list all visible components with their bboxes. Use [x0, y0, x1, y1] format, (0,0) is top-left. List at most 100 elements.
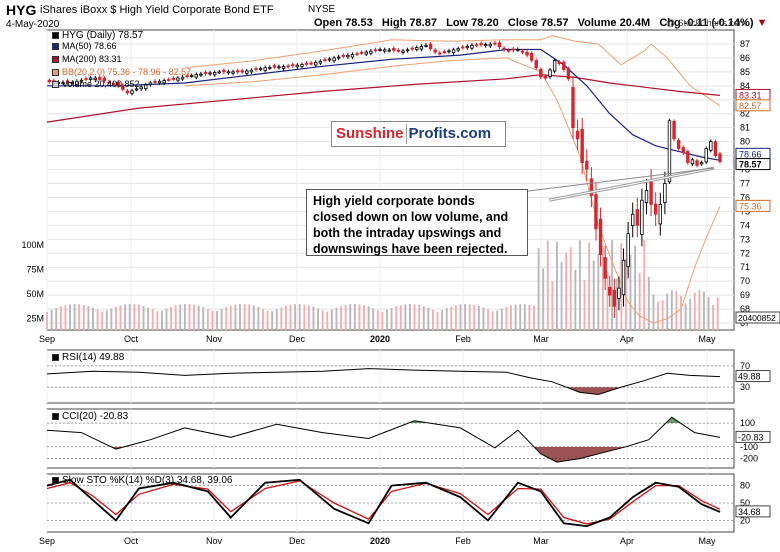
indicator-fill-negative	[111, 446, 626, 463]
price-tick-label: 70	[740, 276, 750, 286]
volume-bar	[427, 307, 430, 330]
candle-body	[575, 130, 580, 140]
volume-bar	[69, 304, 71, 330]
volume-bar	[680, 295, 682, 330]
candle-body	[594, 194, 598, 230]
volume-bar	[592, 260, 595, 330]
candle-body	[539, 68, 543, 78]
volume-bar	[693, 292, 696, 330]
x-tick-label-bottom: Mar	[533, 536, 549, 546]
volume-bar	[271, 311, 274, 330]
candle-body	[327, 58, 332, 61]
candle-body	[552, 60, 557, 72]
candle-body	[258, 68, 263, 70]
candle-body	[364, 51, 368, 55]
candle-body	[382, 49, 387, 52]
volume-bar	[482, 307, 485, 330]
rsi-value-tag-box	[735, 370, 771, 383]
x-tick-label-bottom: 2020	[370, 536, 390, 546]
volume-bar	[510, 305, 512, 330]
indicator-tick-label: 20	[740, 515, 750, 525]
candle-body	[493, 42, 497, 45]
volume-value: 20.4M	[619, 17, 651, 29]
candle-body	[157, 80, 162, 84]
x-tick-label: Dec	[289, 334, 306, 344]
candle-body	[346, 54, 350, 58]
volume-bar	[82, 304, 85, 330]
volume-bar	[615, 278, 618, 330]
x-tick-label-bottom: Oct	[124, 536, 139, 546]
volume-tag-label: 20400852	[738, 313, 776, 323]
candle-body	[695, 160, 699, 166]
volume-bar	[487, 309, 490, 330]
candle-body	[139, 86, 143, 90]
candle-body	[300, 64, 304, 67]
legend-ma50: MA(50) 78.66	[62, 41, 117, 51]
candle-body	[235, 70, 240, 73]
volume-bar	[409, 304, 411, 330]
volume-bar	[514, 304, 517, 330]
candle-body	[415, 47, 419, 50]
support-trendline-inner	[548, 167, 715, 201]
candle-body	[208, 72, 212, 75]
candle-body	[378, 49, 382, 51]
x-tick-label: 2020	[370, 334, 390, 344]
x-tick-label: Feb	[455, 334, 471, 344]
rsi-swatch	[52, 354, 59, 361]
volume-bar	[197, 305, 200, 330]
volume-bar	[252, 305, 255, 330]
open-value: 78.53	[345, 17, 373, 29]
volume-bar	[657, 301, 659, 330]
main-swatch	[52, 32, 59, 39]
candle-body	[529, 52, 534, 61]
candle-body	[203, 71, 208, 74]
volume-bar	[170, 306, 173, 330]
volume-bar	[257, 306, 260, 330]
sto-value-tag-label: 34.68	[738, 507, 761, 517]
volume-bar	[216, 310, 218, 330]
bb-lower-line	[184, 57, 721, 324]
close-value: 78.57	[540, 17, 569, 29]
price-tag-label: 83.31	[739, 90, 762, 100]
indicator-line-rsi	[46, 368, 721, 396]
candle-body	[718, 153, 722, 162]
volume-bar	[569, 247, 572, 330]
volume-bar	[606, 271, 609, 330]
volume-bar	[87, 306, 90, 330]
volume-bar	[284, 305, 287, 330]
volume-bar	[50, 309, 53, 330]
legend-sto: Slow STO %K(14) %D(3) 34.68, 39.06	[62, 475, 233, 486]
candle-body	[405, 49, 410, 52]
candle-body	[61, 82, 65, 85]
high-label: High	[381, 17, 407, 29]
volume-bar	[431, 309, 434, 330]
volume-bar	[477, 306, 480, 330]
volume-bar	[418, 305, 421, 330]
candle-body	[557, 61, 561, 64]
candle-body	[626, 233, 630, 267]
volume-bar	[193, 304, 196, 330]
price-tick-label: 77	[740, 178, 750, 188]
sto-d-line	[46, 480, 721, 525]
volume-bar	[500, 308, 503, 330]
brand-part1: Sunshine	[336, 125, 404, 142]
volume-bar	[473, 304, 476, 330]
volume-bar	[689, 298, 692, 330]
volume-bar	[413, 304, 416, 330]
candle-body	[442, 51, 447, 54]
legend-volume: Volume 20,400,852	[62, 79, 140, 89]
candle-body	[479, 43, 483, 46]
volume-bar	[326, 311, 329, 330]
candle-body	[162, 80, 166, 84]
volume-bar	[381, 311, 384, 330]
chg-down-icon: ▼	[756, 17, 768, 29]
candle-body	[180, 76, 185, 80]
low-label: Low	[446, 17, 469, 29]
candle-body	[254, 68, 258, 70]
indicator-tick-label: 30	[740, 382, 750, 392]
candle-body	[474, 44, 479, 47]
x-tick-label-bottom: Feb	[455, 536, 471, 546]
price-tick-label: 76	[740, 192, 750, 202]
candle-body	[309, 62, 313, 65]
